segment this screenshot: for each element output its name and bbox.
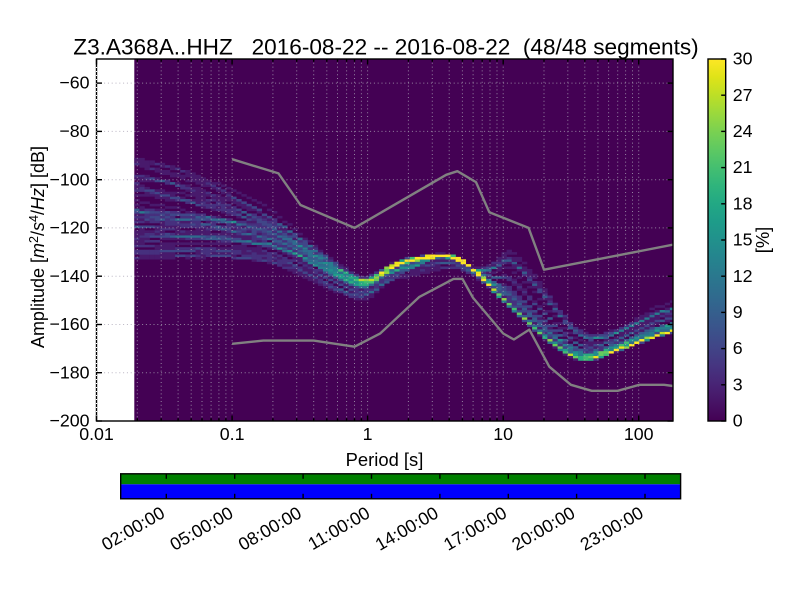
svg-text:0.1: 0.1 [220, 424, 245, 444]
svg-text:9: 9 [733, 302, 743, 322]
svg-text:15: 15 [733, 230, 753, 250]
svg-text:3: 3 [733, 374, 743, 394]
svg-text:21: 21 [733, 157, 753, 177]
svg-text:12: 12 [733, 266, 753, 286]
svg-text:1: 1 [363, 424, 373, 444]
svg-text:−200: −200 [49, 411, 89, 431]
svg-text:−100: −100 [49, 169, 89, 189]
svg-text:−140: −140 [49, 266, 89, 286]
svg-text:−160: −160 [49, 314, 89, 334]
svg-text:−180: −180 [49, 362, 89, 382]
svg-text:6: 6 [733, 338, 743, 358]
svg-text:−80: −80 [59, 121, 89, 141]
svg-text:Z3.A368A..HHZ 2016-08-22 --: Z3.A368A..HHZ 2016-08-22 -- 2016-08-22 (… [73, 35, 698, 60]
svg-text:Amplitude [m2/s4/Hz] [dB]: Amplitude [m2/s4/Hz] [dB] [27, 146, 48, 348]
svg-text:Period [s]: Period [s] [346, 449, 424, 470]
svg-text:10: 10 [493, 424, 513, 444]
svg-text:30: 30 [733, 49, 753, 69]
svg-text:18: 18 [733, 193, 753, 213]
svg-text:100: 100 [624, 424, 654, 444]
svg-text:27: 27 [733, 85, 753, 105]
svg-text:−120: −120 [49, 218, 89, 238]
svg-text:0.01: 0.01 [79, 424, 114, 444]
svg-text:24: 24 [733, 121, 753, 141]
svg-text:0: 0 [733, 411, 743, 431]
svg-text:−60: −60 [59, 73, 89, 93]
svg-text:[%]: [%] [752, 227, 773, 254]
